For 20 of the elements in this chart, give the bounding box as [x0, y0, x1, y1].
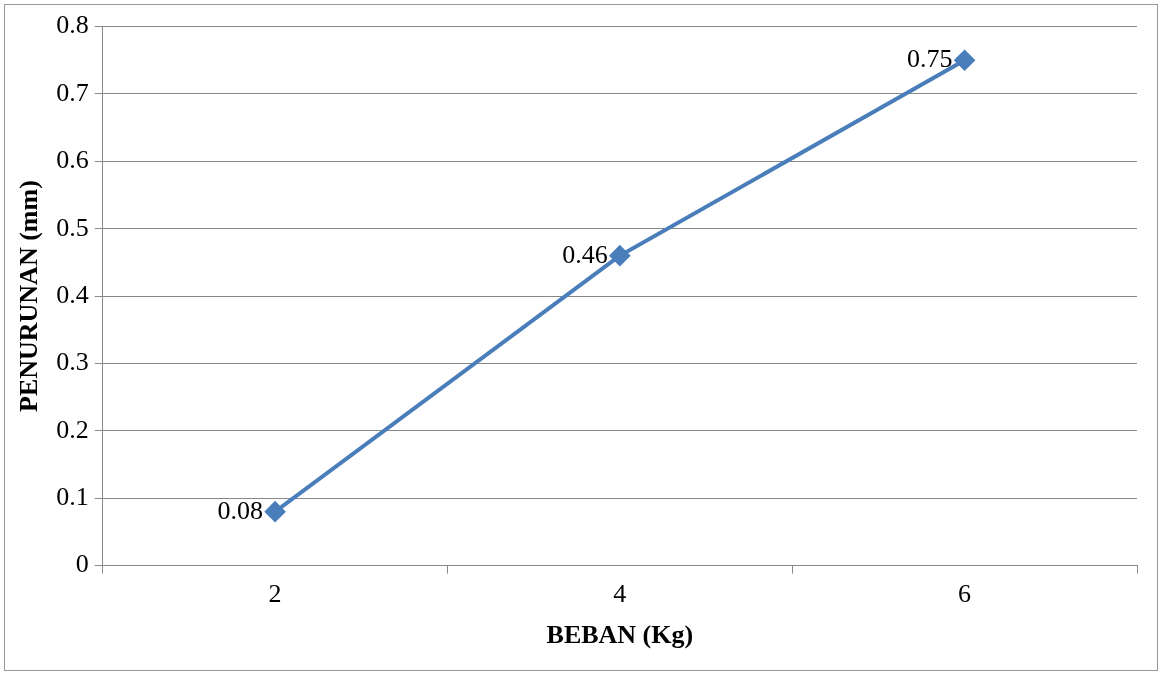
y-tick-label: 0.4 — [56, 279, 89, 309]
y-tick-label: 0.5 — [56, 212, 89, 242]
x-tick-label: 4 — [613, 579, 627, 609]
point — [265, 501, 286, 522]
data-label: 0.46 — [562, 239, 608, 269]
data-label: 0.08 — [217, 495, 264, 525]
x-axis-title: BEBAN (Kg) — [546, 620, 694, 650]
x-tick-label: 2 — [268, 579, 282, 609]
y-tick-label: 0.1 — [56, 482, 89, 512]
y-axis-title: PENURUNAN (mm) — [14, 180, 44, 412]
y-tick-label: 0.8 — [56, 10, 89, 40]
x-tick-label: 6 — [958, 579, 972, 609]
y-tick-label: 0 — [75, 549, 89, 579]
y-tick-label: 0.7 — [56, 77, 89, 107]
point — [609, 245, 630, 266]
data-label: 0.75 — [907, 44, 953, 74]
y-tick-label: 0.3 — [56, 347, 89, 377]
y-tick-label: 0.6 — [56, 145, 89, 175]
y-tick-label: 0.2 — [56, 414, 89, 444]
point — [954, 50, 975, 71]
